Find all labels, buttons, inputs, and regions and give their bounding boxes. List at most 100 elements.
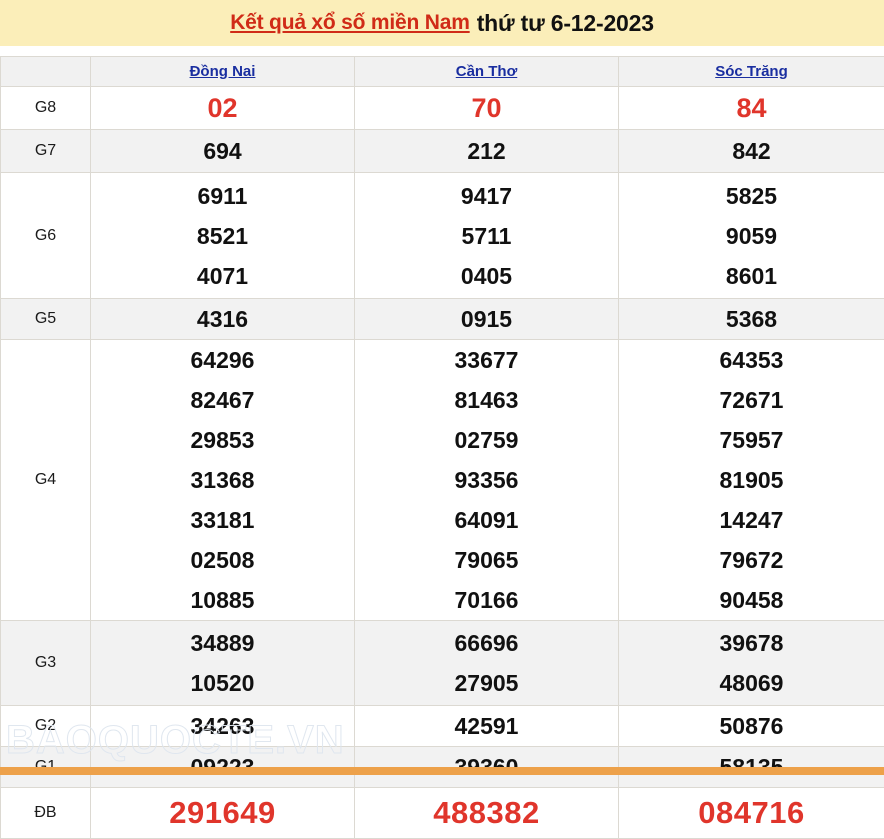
result-number: 33677 bbox=[355, 340, 618, 380]
result-number: 82467 bbox=[91, 380, 354, 420]
prize-label-g8: G8 bbox=[1, 87, 91, 130]
result-number-stack: 291649 bbox=[91, 793, 354, 833]
prize-label-g2: G2 bbox=[1, 706, 91, 747]
province-link-1[interactable]: Đồng Nai bbox=[190, 63, 256, 80]
result-number: 084716 bbox=[619, 793, 884, 833]
result-number: 29853 bbox=[91, 420, 354, 460]
result-number: 34263 bbox=[91, 706, 354, 746]
result-number-stack: 50876 bbox=[619, 706, 884, 746]
result-cell: 488382 bbox=[355, 788, 619, 839]
result-cell: 842 bbox=[619, 130, 884, 173]
result-number: 64091 bbox=[355, 500, 618, 540]
result-number: 291649 bbox=[91, 793, 354, 833]
result-number: 81905 bbox=[619, 460, 884, 500]
result-number: 72671 bbox=[619, 380, 884, 420]
page-title-link[interactable]: Kết quả xổ số miền Nam bbox=[230, 11, 470, 35]
table-corner-cell bbox=[1, 57, 91, 87]
prize-label-b: ĐB bbox=[1, 788, 91, 839]
prize-label-g7: G7 bbox=[1, 130, 91, 173]
result-number: 9059 bbox=[619, 216, 884, 256]
result-number: 75957 bbox=[619, 420, 884, 460]
result-number-stack: 694 bbox=[91, 131, 354, 171]
result-number-stack: 842 bbox=[619, 131, 884, 171]
result-cell: 694 bbox=[91, 130, 355, 173]
result-number: 0405 bbox=[355, 256, 618, 296]
result-number: 9417 bbox=[355, 176, 618, 216]
result-cell: 5368 bbox=[619, 299, 884, 340]
result-number: 02508 bbox=[91, 540, 354, 580]
bottom-accent-bar bbox=[0, 767, 884, 775]
prize-label-g4: G4 bbox=[1, 340, 91, 621]
result-number-stack: 02 bbox=[91, 88, 354, 128]
result-number: 4071 bbox=[91, 256, 354, 296]
result-number: 64353 bbox=[619, 340, 884, 380]
result-number: 84 bbox=[619, 88, 884, 128]
result-number: 90458 bbox=[619, 580, 884, 620]
result-number: 4316 bbox=[91, 299, 354, 339]
page-title-date: thứ tư 6-12-2023 bbox=[477, 10, 654, 37]
result-cell: 02 bbox=[91, 87, 355, 130]
result-number: 70 bbox=[355, 88, 618, 128]
result-cell: 34263 bbox=[91, 706, 355, 747]
result-number: 842 bbox=[619, 131, 884, 171]
table-header-row: Đồng Nai Cần Thơ Sóc Trăng bbox=[1, 57, 884, 87]
result-cell: 291649 bbox=[91, 788, 355, 839]
result-number: 6911 bbox=[91, 176, 354, 216]
result-cell: 0915 bbox=[355, 299, 619, 340]
result-number: 14247 bbox=[619, 500, 884, 540]
result-number: 8521 bbox=[91, 216, 354, 256]
result-number: 31368 bbox=[91, 460, 354, 500]
result-cell: 42591 bbox=[355, 706, 619, 747]
result-number: 39678 bbox=[619, 623, 884, 663]
result-number: 5368 bbox=[619, 299, 884, 339]
result-number: 694 bbox=[91, 131, 354, 171]
result-number-stack: 488382 bbox=[355, 793, 618, 833]
result-number-stack: 70 bbox=[355, 88, 618, 128]
result-cell: 70 bbox=[355, 87, 619, 130]
result-number: 5825 bbox=[619, 176, 884, 216]
result-number: 70166 bbox=[355, 580, 618, 620]
result-number: 48069 bbox=[619, 663, 884, 703]
province-link-2[interactable]: Cần Thơ bbox=[456, 63, 518, 80]
result-number: 64296 bbox=[91, 340, 354, 380]
result-number-stack: 084716 bbox=[619, 793, 884, 833]
result-number: 42591 bbox=[355, 706, 618, 746]
result-number: 0915 bbox=[355, 299, 618, 339]
result-number-stack: 0915 bbox=[355, 299, 618, 339]
result-number: 10520 bbox=[91, 663, 354, 703]
result-number: 27905 bbox=[355, 663, 618, 703]
result-cell: 4316 bbox=[91, 299, 355, 340]
column-header-1: Đồng Nai bbox=[91, 57, 355, 87]
result-number: 8601 bbox=[619, 256, 884, 296]
result-number-stack: 84 bbox=[619, 88, 884, 128]
result-number-stack: 4316 bbox=[91, 299, 354, 339]
column-header-3: Sóc Trăng bbox=[619, 57, 884, 87]
result-number: 50876 bbox=[619, 706, 884, 746]
prize-label-g6: G6 bbox=[1, 173, 91, 299]
result-number-stack: 42591 bbox=[355, 706, 618, 746]
province-link-3[interactable]: Sóc Trăng bbox=[715, 63, 788, 80]
result-number: 02759 bbox=[355, 420, 618, 460]
result-number: 10885 bbox=[91, 580, 354, 620]
result-cell: 212 bbox=[355, 130, 619, 173]
